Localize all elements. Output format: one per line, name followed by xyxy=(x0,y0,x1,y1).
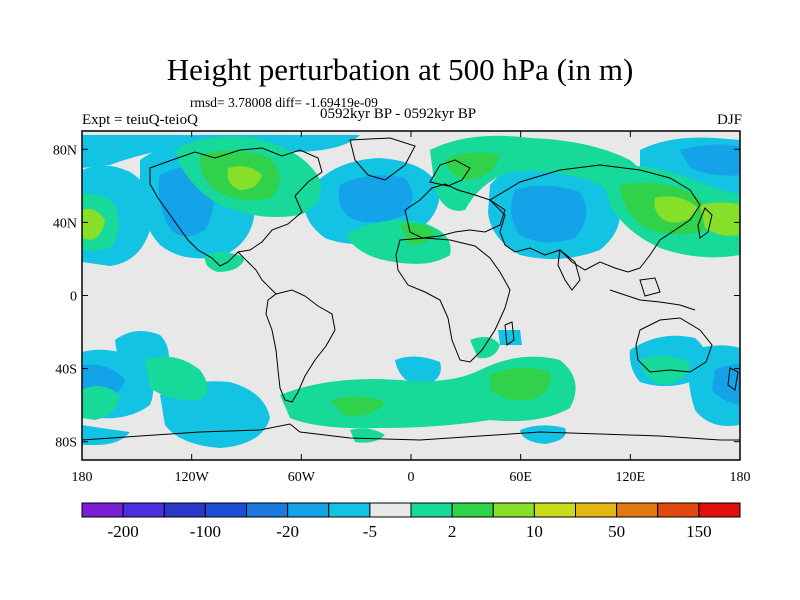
map-title: Height perturbation at 500 hPa (in m) xyxy=(166,52,634,87)
coast-india xyxy=(557,249,581,291)
lon-tick-label: 120E xyxy=(616,470,646,485)
contour-n-atlantic-small xyxy=(204,252,245,272)
coast-asia xyxy=(489,164,701,273)
colorbar-label: 50 xyxy=(608,522,625,541)
colorbar-label: 2 xyxy=(448,522,457,541)
colorbar-swatch xyxy=(657,502,700,518)
coastlines xyxy=(82,137,740,441)
colorbar-swatch xyxy=(246,502,289,518)
coast-australia xyxy=(635,317,713,373)
experiment-label: Expt = teiuQ-teioQ xyxy=(82,112,198,128)
colorbar-swatch xyxy=(204,502,247,518)
contour-southern-core xyxy=(490,367,551,401)
contour-s-atlantic-core xyxy=(330,396,385,417)
colorbar-swatch xyxy=(451,502,494,518)
contour-canada-peak xyxy=(227,166,262,190)
coast-africa xyxy=(395,237,511,363)
colorbar-swatch xyxy=(163,502,206,518)
colorbar-swatch xyxy=(698,502,741,518)
contour-indian xyxy=(470,336,500,359)
lon-tick-label: 60E xyxy=(509,470,532,485)
contour-ne-pacific-core xyxy=(680,144,740,176)
colorbar-label: 150 xyxy=(686,522,712,541)
contour-s-pacific-band xyxy=(145,356,208,401)
coast-south-america xyxy=(265,289,336,403)
contour-indian-small xyxy=(498,330,522,345)
colorbar-swatch xyxy=(81,502,124,518)
latitude-axis: 80N 40N 0 40S 80S xyxy=(53,143,740,451)
contour-field xyxy=(82,131,740,460)
coast-greenland xyxy=(349,137,416,181)
colorbar-swatch xyxy=(328,502,371,518)
contour-arctic-core xyxy=(445,152,500,180)
lat-tick-label: 40S xyxy=(55,363,77,378)
contour-s-pacific-green xyxy=(82,386,120,420)
lat-tick-label: 80N xyxy=(53,143,77,158)
lat-tick-label: 80S xyxy=(55,436,77,451)
lon-tick-label: 0 xyxy=(408,470,415,485)
contour-e-asia-peak-2 xyxy=(700,202,740,236)
colorbar: -200 -100 -20 -5 2 10 50 150 xyxy=(81,502,741,541)
colorbar-swatch xyxy=(616,502,659,518)
yellow-green-contours xyxy=(82,166,740,240)
lon-tick-label: 60W xyxy=(288,470,316,485)
lon-tick-label: 180 xyxy=(730,470,751,485)
colorbar-swatch xyxy=(575,502,618,518)
colorbar-label: -20 xyxy=(276,522,299,541)
coast-madagascar xyxy=(504,321,515,346)
lon-tick-label: 180 xyxy=(72,470,93,485)
stats-label: rmsd= 3.78008 diff= -1.69419e-09 xyxy=(190,95,378,110)
colorbar-swatch xyxy=(533,502,576,518)
lat-tick-label: 40N xyxy=(53,216,77,231)
colorbar-label: -5 xyxy=(363,522,377,541)
light-blue-contours xyxy=(82,144,740,405)
contour-nw-corner-south xyxy=(82,425,130,445)
coast-japan xyxy=(697,207,713,239)
season-label: DJF xyxy=(716,112,742,128)
colorbar-swatch xyxy=(492,502,535,518)
coast-central-america xyxy=(237,251,277,295)
coast-indonesia xyxy=(609,289,696,311)
coast-scandinavia xyxy=(429,159,471,187)
lat-tick-label: 0 xyxy=(70,290,77,305)
colorbar-swatch xyxy=(369,502,412,518)
colorbar-swatch xyxy=(410,502,453,518)
colorbar-label: -100 xyxy=(190,522,221,541)
contour-s-atlantic xyxy=(395,356,441,386)
contour-s-indian-small xyxy=(520,425,566,444)
contour-arctic-top xyxy=(82,135,360,168)
colorbar-swatch xyxy=(122,502,165,518)
coast-north-america xyxy=(149,147,323,267)
contour-se-pacific-core xyxy=(712,364,740,405)
colorbar-swatch xyxy=(287,502,330,518)
lon-tick-label: 120W xyxy=(175,470,210,485)
contour-nw-pacific-core xyxy=(82,208,105,240)
coast-antarctica xyxy=(82,423,740,441)
colorbar-label: -200 xyxy=(108,522,139,541)
coast-new-zealand xyxy=(727,367,739,391)
longitude-axis: 180 120W 60W 0 60E 120E 180 xyxy=(72,131,751,485)
coast-europe xyxy=(404,183,506,239)
contour-eurasia-core xyxy=(511,185,587,243)
colorbar-label: 10 xyxy=(526,522,543,541)
contour-e-asia-peak xyxy=(654,196,698,223)
period-label: 0592kyr BP - 0592kyr BP xyxy=(320,106,477,122)
coast-borneo xyxy=(639,277,661,297)
contour-n-atlantic-core xyxy=(338,175,413,223)
